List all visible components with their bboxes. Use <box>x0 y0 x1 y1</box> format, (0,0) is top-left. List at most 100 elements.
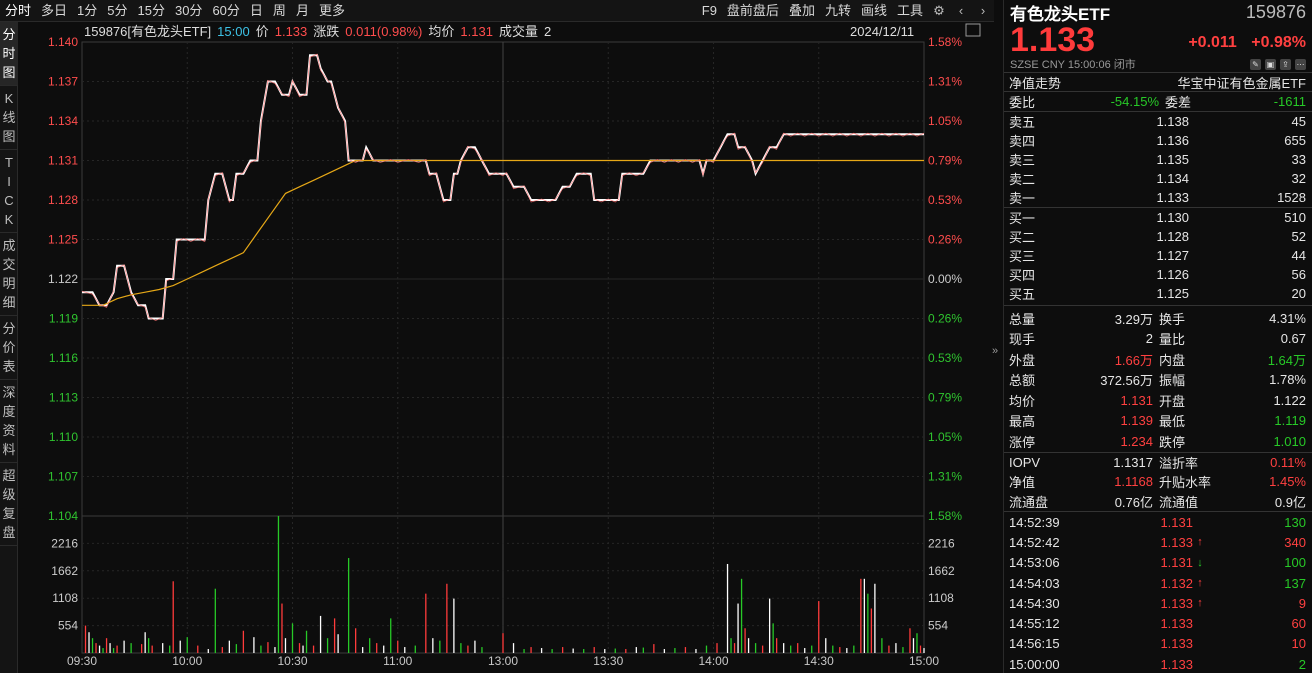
tick-row: 14:54:30 1.133 ↑ 9 <box>1004 593 1312 613</box>
price-change-pct: +0.98% <box>1251 34 1306 51</box>
y-left-tick-label: 1.140 <box>48 35 78 49</box>
left-tab-char: 线 <box>2 110 16 125</box>
vol-tick-label-right: 1662 <box>928 564 955 578</box>
asks-label: 卖三 <box>1009 153 1036 168</box>
left-tab-5[interactable]: 深度资料 <box>0 380 18 463</box>
left-tab-char: I <box>7 174 11 189</box>
tab-6[interactable]: 60分 <box>212 2 240 18</box>
left-tab-char: 图 <box>2 65 16 80</box>
stats-label: 外盘 <box>1009 352 1036 368</box>
bid-book: 买一 1.130 510 买二 1.128 52 买三 1.127 44 买四 1.126 56 买五 1… <box>1004 208 1312 303</box>
chevron-left-icon[interactable]: ‹ <box>958 2 964 18</box>
chevron-right-icon[interactable]: › <box>980 2 986 18</box>
stats-row: 外盘 1.66万 内盘 1.64万 <box>1004 349 1312 370</box>
collapse-panel-chevron-icon[interactable]: » <box>992 345 999 357</box>
x-tick-label: 13:00 <box>488 654 518 668</box>
toolbar-item-2[interactable]: 叠加 <box>788 2 815 18</box>
left-tab-0[interactable]: 分时图 <box>0 22 18 86</box>
asks-label: 卖四 <box>1009 134 1036 149</box>
asks-price: 1.138 <box>1156 114 1189 129</box>
left-tab-char: 复 <box>2 506 16 521</box>
stats-value: 3.29万 <box>1114 311 1153 327</box>
tab-3[interactable]: 5分 <box>107 2 128 18</box>
left-tab-3[interactable]: 成交明细 <box>0 233 18 316</box>
toolbar-item-3[interactable]: 九转 <box>824 2 851 18</box>
y-left-tick-label: 1.110 <box>49 430 78 444</box>
info-time: 15:00 <box>217 24 250 39</box>
tick-price: 1.131 <box>1160 514 1193 530</box>
stats-label: 总量 <box>1009 311 1036 327</box>
stats-label: 量比 <box>1159 332 1186 348</box>
tab-9[interactable]: 月 <box>295 2 309 18</box>
up-arrow-icon: ↑ <box>1197 536 1203 549</box>
tick-volume: 10 <box>1291 636 1306 652</box>
stats-row: 现手 2 量比 0.67 <box>1004 329 1312 350</box>
intraday-chart[interactable]: 1.140 1.58% 1.137 1.31% 1.134 1.05% 1.131 0.79%… <box>18 22 984 673</box>
x-tick-label: 14:30 <box>804 654 834 668</box>
tab-1[interactable]: 多日 <box>41 2 68 18</box>
y-right-tick-label: 1.58% <box>928 35 962 49</box>
lock-icon[interactable]: ▣ <box>1265 58 1276 70</box>
asks-label: 卖二 <box>1009 172 1036 187</box>
settings-gear-icon[interactable]: ⚙ <box>933 2 945 18</box>
fund_stats-value: 1.45% <box>1269 474 1306 490</box>
y-right-tick-label: 0.00% <box>928 272 962 286</box>
bids-price: 1.130 <box>1156 210 1189 225</box>
left-tab-char: K <box>4 91 14 106</box>
more-icon[interactable]: ⋯ <box>1295 58 1306 70</box>
bids-volume: 56 <box>1291 267 1306 282</box>
tab-8[interactable]: 周 <box>272 2 286 18</box>
toolbar-item-0[interactable]: F9 <box>701 2 717 18</box>
x-tick-label: 15:00 <box>909 654 939 668</box>
stats-row: 涨停 1.234 跌停 1.010 <box>1004 431 1312 452</box>
tab-7[interactable]: 日 <box>249 2 263 18</box>
chart-info-bar: 159876[有色龙头ETF] 15:00 价 1.133 涨跌 0.011(0… <box>84 23 551 40</box>
left-tab-char: 深 <box>2 385 16 400</box>
tick-time: 14:53:06 <box>1009 555 1060 571</box>
stats-value: 372.56万 <box>1100 373 1153 389</box>
toolbar-item-4[interactable]: 画线 <box>860 2 887 18</box>
tab-5[interactable]: 30分 <box>174 2 203 18</box>
tick-row: 14:55:12 1.133 60 <box>1004 613 1312 633</box>
tab-2[interactable]: 1分 <box>77 2 98 18</box>
tick-time: 14:54:30 <box>1009 595 1060 611</box>
nav-row[interactable]: 净值走势 华宝中证有色金属ETF <box>1004 72 1312 91</box>
bids-row: 买四 1.126 56 <box>1004 265 1312 284</box>
tick-list: 14:52:39 1.131 130 14:52:42 1.133 ↑ 340 14:53:0… <box>1004 512 1312 673</box>
stats-row: 均价 1.131 开盘 1.122 <box>1004 390 1312 411</box>
tab-4[interactable]: 15分 <box>137 2 165 18</box>
bids-label: 买五 <box>1009 287 1036 302</box>
left-tab-4[interactable]: 分价表 <box>0 316 18 380</box>
bids-row: 买二 1.128 52 <box>1004 227 1312 246</box>
y-right-tick-label: 1.31% <box>928 75 962 89</box>
left-tab-char: T <box>5 155 13 170</box>
tick-row: 14:54:03 1.132 ↑ 137 <box>1004 573 1312 593</box>
toolbar-item-1[interactable]: 盘前盘后 <box>726 2 779 18</box>
tick-volume: 2 <box>1298 656 1306 672</box>
left-tab-6[interactable]: 超级复盘 <box>0 463 18 546</box>
stats-table: 总量 3.29万 换手 4.31% 现手 2 量比 0.67 外盘 1.66万 内盘 1.64万 总额 3… <box>1004 306 1312 452</box>
weicha-value: -1611 <box>1273 94 1306 109</box>
tab-0[interactable]: 分时 <box>5 2 32 18</box>
tab-10[interactable]: 更多 <box>318 2 345 18</box>
stats-label: 均价 <box>1009 393 1036 409</box>
left-tab-char: K <box>4 212 14 227</box>
bids-volume: 52 <box>1291 229 1306 244</box>
share-icon[interactable]: ⇪ <box>1280 58 1291 70</box>
edit-icon[interactable]: ✎ <box>1250 58 1261 70</box>
toolbar-item-5[interactable]: 工具 <box>896 2 923 18</box>
asks-price: 1.136 <box>1156 133 1189 148</box>
weicha-label: 委差 <box>1165 95 1192 110</box>
y-left-tick-label: 1.107 <box>48 470 78 484</box>
tick-price: 1.133 <box>1160 656 1193 672</box>
fund_stats-value: 1.1317 <box>1113 454 1153 470</box>
stats-label: 现手 <box>1009 332 1036 348</box>
security-code: 159876 <box>1245 1 1306 22</box>
nav-label: 净值走势 <box>1009 75 1062 91</box>
y-right-tick-label: 0.53% <box>928 193 962 207</box>
exchange-meta: SZSE CNY 15:00:06 闭市 <box>1010 59 1136 71</box>
asks-label: 卖一 <box>1009 191 1036 206</box>
